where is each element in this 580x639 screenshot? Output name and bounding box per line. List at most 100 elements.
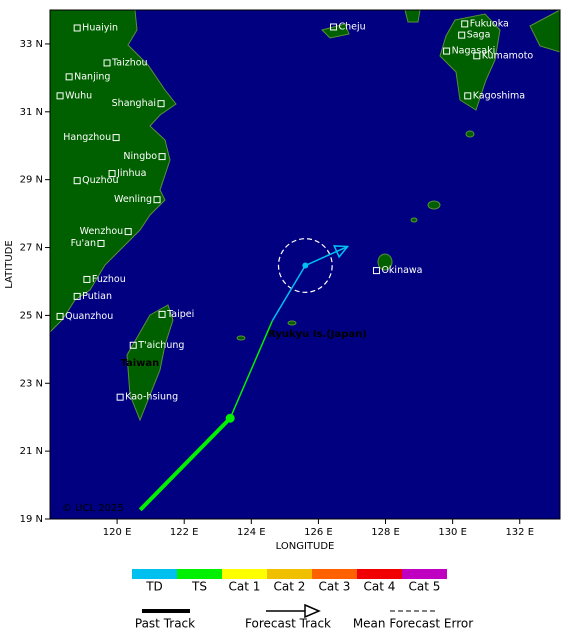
y-tick-label: 31 N	[20, 107, 43, 118]
category-swatch	[357, 569, 402, 579]
x-tick-label: 124 E	[237, 527, 266, 538]
city-marker	[124, 228, 132, 236]
city-marker	[83, 275, 91, 283]
y-tick-label: 19 N	[20, 514, 43, 525]
category-label: Cat 4	[364, 580, 396, 594]
category-swatch	[312, 569, 357, 579]
city-label: Kagoshima	[473, 90, 525, 101]
city-marker	[73, 24, 81, 32]
x-tick-label: 132 E	[505, 527, 534, 538]
category-swatch	[222, 569, 267, 579]
city-marker	[461, 20, 469, 28]
category-label: Cat 2	[274, 580, 306, 594]
forecast-track	[229, 320, 274, 419]
kyushu	[439, 13, 501, 111]
taiwan-island	[126, 304, 174, 422]
city-marker	[56, 312, 64, 320]
city-marker	[97, 239, 105, 247]
category-swatch	[177, 569, 222, 579]
city-marker	[103, 59, 111, 67]
island	[236, 335, 246, 341]
city-marker	[473, 52, 481, 60]
city-marker	[158, 153, 166, 161]
legend-label: Mean Forecast Error	[353, 617, 473, 631]
city-label: Nanjing	[74, 71, 110, 82]
y-tick-label: 33 N	[20, 39, 43, 50]
city-label: Jinhua	[116, 168, 146, 179]
city-label: Saga	[467, 30, 491, 41]
x-tick-label: 130 E	[438, 527, 467, 538]
city-label: T'aichung	[137, 340, 184, 351]
city-label: Ningbo	[123, 151, 157, 162]
city-marker	[65, 73, 73, 81]
city-marker	[330, 23, 338, 31]
copyright: © UCL 2025	[62, 503, 124, 514]
mean-error-circle	[277, 238, 333, 293]
x-tick-label: 128 E	[371, 527, 400, 538]
past-track	[138, 416, 232, 512]
legend-label: Forecast Track	[245, 617, 331, 631]
city-label: Taipei	[166, 309, 194, 320]
y-tick-label: 29 N	[20, 175, 43, 186]
island	[465, 130, 475, 138]
city-marker	[372, 267, 380, 275]
city-label: Wenzhou	[80, 226, 124, 237]
legend-label: Past Track	[135, 617, 195, 631]
island	[287, 320, 297, 326]
city-marker	[73, 292, 81, 300]
category-label: TD	[145, 580, 163, 594]
y-tick-label: 27 N	[20, 243, 43, 254]
island	[377, 253, 393, 271]
map-frame	[49, 9, 561, 520]
track-point	[225, 413, 235, 423]
forecast-arrow	[333, 245, 350, 259]
category-label: TS	[191, 580, 207, 594]
city-marker	[464, 92, 472, 100]
city-marker	[108, 170, 116, 178]
city-label: Huaiyin	[82, 22, 118, 33]
y-axis-label: LATITUDE	[4, 240, 15, 288]
island	[427, 200, 441, 210]
city-label: Taizhou	[111, 57, 148, 68]
city-marker	[158, 310, 166, 318]
region-label: Ryukyu Is.(Japan)	[268, 329, 367, 340]
city-marker	[129, 341, 137, 349]
x-tick-label: 120 E	[103, 527, 132, 538]
city-marker	[157, 100, 165, 108]
city-label: Kumamoto	[482, 50, 534, 61]
city-label: Wuhu	[65, 90, 92, 101]
island	[410, 217, 418, 223]
jeju-island	[321, 23, 350, 39]
city-marker	[443, 47, 451, 55]
city-marker	[73, 177, 81, 185]
legend: Past Track Forecast Track Mean Forecast …	[132, 569, 473, 631]
city-marker	[458, 31, 466, 39]
city-label: Quzhou	[82, 175, 118, 186]
forecast-track	[271, 265, 306, 321]
city-label: Putian	[82, 291, 112, 302]
city-label: Nagasaki	[452, 46, 496, 57]
category-label: Cat 1	[229, 580, 261, 594]
track-point	[302, 262, 309, 269]
city-label: Fu'an	[71, 238, 96, 249]
category-swatch	[402, 569, 447, 579]
category-swatch	[267, 569, 312, 579]
category-label: Cat 3	[319, 580, 351, 594]
city-label: Shanghai	[112, 98, 156, 109]
city-label: Kao-hsiung	[125, 392, 178, 403]
city-marker	[56, 92, 64, 100]
x-axis-label: LONGITUDE	[276, 541, 335, 552]
region-label: Taiwan	[120, 358, 159, 369]
city-label: Okinawa	[381, 265, 422, 276]
forecast-arrow-sample	[304, 603, 321, 619]
city-label: Fuzhou	[92, 274, 126, 285]
city-marker	[116, 393, 124, 401]
city-label: Cheju	[339, 21, 366, 32]
city-label: Wenling	[114, 194, 152, 205]
city-marker	[112, 134, 120, 142]
category-label: Cat 5	[409, 580, 441, 594]
city-label: Fukuoka	[470, 18, 509, 29]
forecast-track	[305, 245, 348, 267]
x-tick-label: 122 E	[170, 527, 199, 538]
